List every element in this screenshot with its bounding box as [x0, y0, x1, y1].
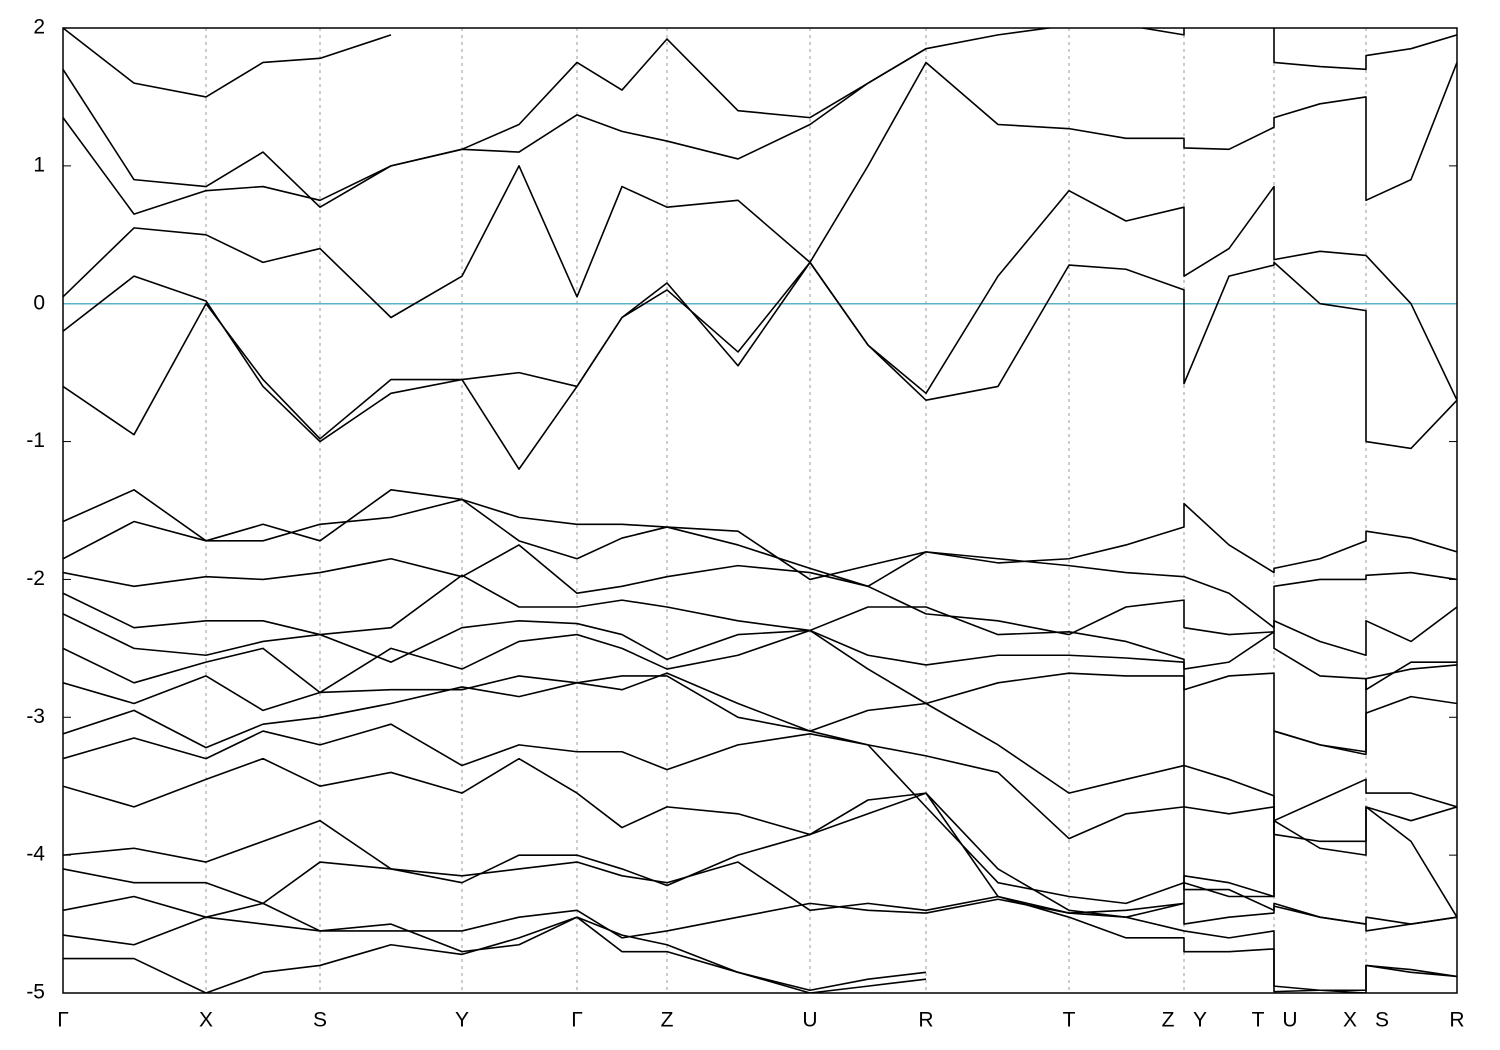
band — [63, 489, 1457, 581]
band — [63, 672, 1457, 843]
x-tick-label: Y — [1193, 1009, 1207, 1032]
x-tick-label: T — [1063, 1009, 1076, 1032]
x-tick-label: T — [1252, 1009, 1265, 1032]
plot-frame — [62, 27, 1458, 994]
y-tick-label: -2 — [26, 567, 45, 590]
x-tick-label: Y — [455, 1009, 469, 1032]
x-tick-label: S — [313, 1009, 327, 1032]
band — [63, 629, 1457, 822]
band — [63, 185, 1457, 443]
band — [63, 28, 1457, 209]
band — [63, 916, 927, 993]
y-tick-label: -4 — [26, 843, 45, 866]
y-tick-label: 1 — [33, 153, 45, 176]
band — [63, 861, 1457, 993]
band — [63, 261, 1457, 470]
band — [63, 723, 1457, 925]
band — [63, 544, 1457, 657]
x-tick-label: R — [918, 1009, 933, 1032]
band — [63, 28, 392, 98]
band — [63, 757, 1457, 932]
bands — [63, 28, 1457, 993]
x-tick-label: Γ — [571, 1009, 583, 1032]
x-tick-label: X — [1343, 1009, 1357, 1032]
x-tick-label: X — [199, 1009, 213, 1032]
band — [63, 664, 1457, 939]
x-tick-label: U — [802, 1009, 817, 1032]
y-tick-label: 2 — [33, 16, 45, 39]
band — [63, 61, 1457, 319]
y-tick-label: 0 — [33, 291, 45, 314]
band — [63, 792, 1457, 993]
x-tick-label: Z — [661, 1009, 674, 1032]
band — [63, 38, 927, 215]
band — [63, 675, 1457, 918]
x-tick-label: S — [1375, 1009, 1389, 1032]
x-tick-label: Γ — [57, 1009, 69, 1032]
band — [63, 916, 927, 992]
x-tick-label: Z — [1162, 1009, 1175, 1032]
y-tick-label: -3 — [26, 705, 45, 728]
band — [63, 613, 1457, 753]
band — [63, 574, 1457, 691]
x-tick-label: U — [1282, 1009, 1297, 1032]
band — [63, 498, 1457, 629]
y-tick-label: -1 — [26, 429, 45, 452]
x-tick-label: R — [1449, 1009, 1464, 1032]
y-tick-label: -5 — [26, 981, 45, 1004]
